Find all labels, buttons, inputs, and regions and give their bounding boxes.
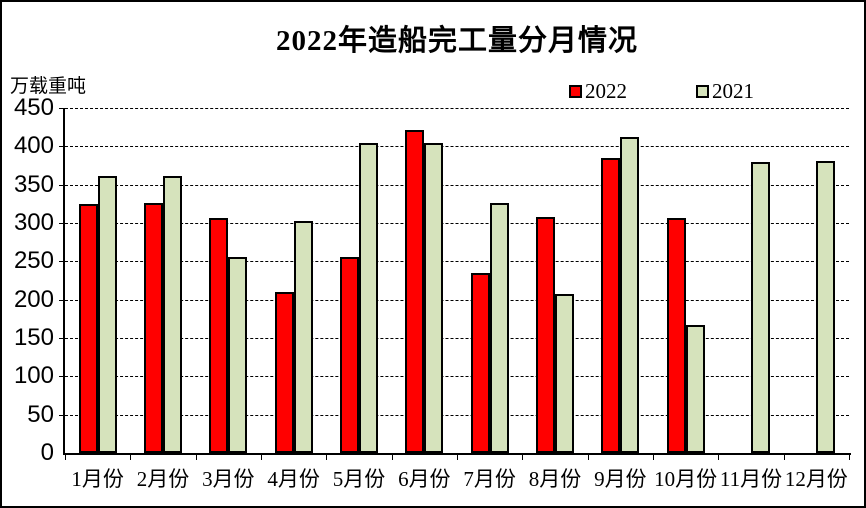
x-tick-label-10: 10月份 bbox=[654, 467, 718, 491]
y-axis-tick bbox=[59, 338, 64, 339]
bar-2021-1月份 bbox=[97, 176, 117, 453]
bar-2021-7月份 bbox=[489, 203, 509, 453]
y-tick-label-50: 50 bbox=[27, 400, 54, 428]
x-tick-label-1: 1月份 bbox=[71, 467, 124, 491]
bar-2021-2月份 bbox=[163, 176, 182, 453]
y-tick-label-0: 0 bbox=[40, 439, 54, 466]
x-axis-tick bbox=[457, 455, 458, 460]
x-axis-tick bbox=[326, 455, 328, 460]
gridline-100 bbox=[65, 376, 849, 378]
x-tick-label-3: 3月份 bbox=[202, 467, 255, 491]
y-tick-label-200: 200 bbox=[13, 285, 54, 313]
gridline-250 bbox=[65, 261, 849, 263]
bar-2022-3月份 bbox=[209, 217, 229, 453]
y-tick-label-250: 250 bbox=[13, 247, 54, 275]
bar-2021-9月份 bbox=[620, 137, 640, 453]
legend-label-2022: 2022 bbox=[585, 78, 627, 103]
x-tick-label-9: 9月份 bbox=[594, 467, 647, 491]
bar-2021-8月份 bbox=[555, 293, 574, 453]
x-axis-tick bbox=[130, 455, 132, 460]
y-axis-tick bbox=[59, 184, 64, 186]
y-tick-label-150: 150 bbox=[13, 324, 54, 351]
gridline-450 bbox=[65, 108, 849, 109]
y-axis-tick bbox=[59, 146, 64, 148]
x-tick-label-8: 8月份 bbox=[528, 467, 582, 491]
bar-2021-12月份 bbox=[816, 160, 836, 453]
x-axis-tick bbox=[653, 455, 654, 460]
x-tick-label-12: 12月份 bbox=[784, 467, 848, 491]
bar-2022-8月份 bbox=[536, 216, 555, 453]
gridline-400 bbox=[65, 146, 849, 148]
y-tick-label-100: 100 bbox=[13, 362, 54, 390]
x-axis-tick bbox=[522, 455, 524, 460]
bar-2022-7月份 bbox=[470, 272, 490, 453]
legend-label-2021: 2021 bbox=[712, 78, 754, 103]
legend-item-2021: 2021 bbox=[696, 78, 754, 103]
bar-2021-4月份 bbox=[293, 221, 313, 453]
x-axis-tick bbox=[261, 455, 262, 460]
bar-2022-9月份 bbox=[601, 157, 621, 453]
bar-2022-6月份 bbox=[405, 130, 425, 453]
y-axis-unit-label: 万载重吨 bbox=[10, 76, 87, 97]
bar-2022-5月份 bbox=[340, 256, 359, 453]
y-axis-tick bbox=[59, 414, 64, 416]
x-axis-tick bbox=[587, 455, 589, 460]
gridline-50 bbox=[65, 414, 849, 416]
legend-swatch-2022 bbox=[569, 84, 582, 98]
bar-2022-10月份 bbox=[666, 217, 686, 453]
x-axis-tick bbox=[849, 455, 850, 460]
x-tick-label-2: 2月份 bbox=[136, 467, 190, 491]
bar-2022-4月份 bbox=[274, 292, 294, 453]
x-axis-tick bbox=[65, 455, 66, 460]
legend-item-2022: 2022 bbox=[569, 78, 627, 103]
gridline-300 bbox=[65, 223, 849, 224]
bar-2022-1月份 bbox=[78, 203, 98, 453]
x-tick-label-5: 5月份 bbox=[332, 467, 386, 491]
x-axis-tick bbox=[783, 455, 785, 460]
y-axis-tick bbox=[59, 261, 64, 263]
bar-2021-10月份 bbox=[685, 324, 705, 453]
x-axis-tick bbox=[195, 455, 197, 460]
x-axis-tick bbox=[391, 455, 393, 460]
y-axis-line bbox=[63, 108, 65, 455]
bar-2022-2月份 bbox=[144, 203, 163, 453]
y-axis-tick bbox=[59, 108, 64, 109]
x-axis-tick bbox=[718, 455, 720, 460]
x-tick-label-7: 7月份 bbox=[463, 467, 516, 491]
bar-2021-5月份 bbox=[359, 143, 378, 453]
legend-swatch-2021 bbox=[696, 84, 709, 98]
y-tick-label-350: 350 bbox=[13, 170, 54, 198]
bar-2021-6月份 bbox=[424, 142, 444, 453]
y-tick-label-400: 400 bbox=[13, 132, 54, 160]
y-axis-tick bbox=[59, 299, 64, 301]
y-axis-tick bbox=[59, 376, 64, 378]
gridline-150 bbox=[65, 338, 849, 339]
bar-2021-11月份 bbox=[751, 161, 770, 453]
x-axis-line bbox=[63, 453, 851, 455]
y-tick-label-450: 450 bbox=[13, 94, 54, 121]
y-tick-label-300: 300 bbox=[13, 209, 54, 236]
x-tick-label-4: 4月份 bbox=[267, 467, 320, 491]
gridline-200 bbox=[65, 299, 849, 301]
y-axis-tick bbox=[59, 223, 64, 224]
x-tick-label-11: 11月份 bbox=[719, 467, 783, 491]
x-tick-label-6: 6月份 bbox=[398, 467, 451, 491]
chart-title: 2022年造船完工量分月情况 bbox=[275, 25, 638, 57]
bar-2021-3月份 bbox=[228, 256, 248, 453]
gridline-350 bbox=[65, 184, 849, 186]
